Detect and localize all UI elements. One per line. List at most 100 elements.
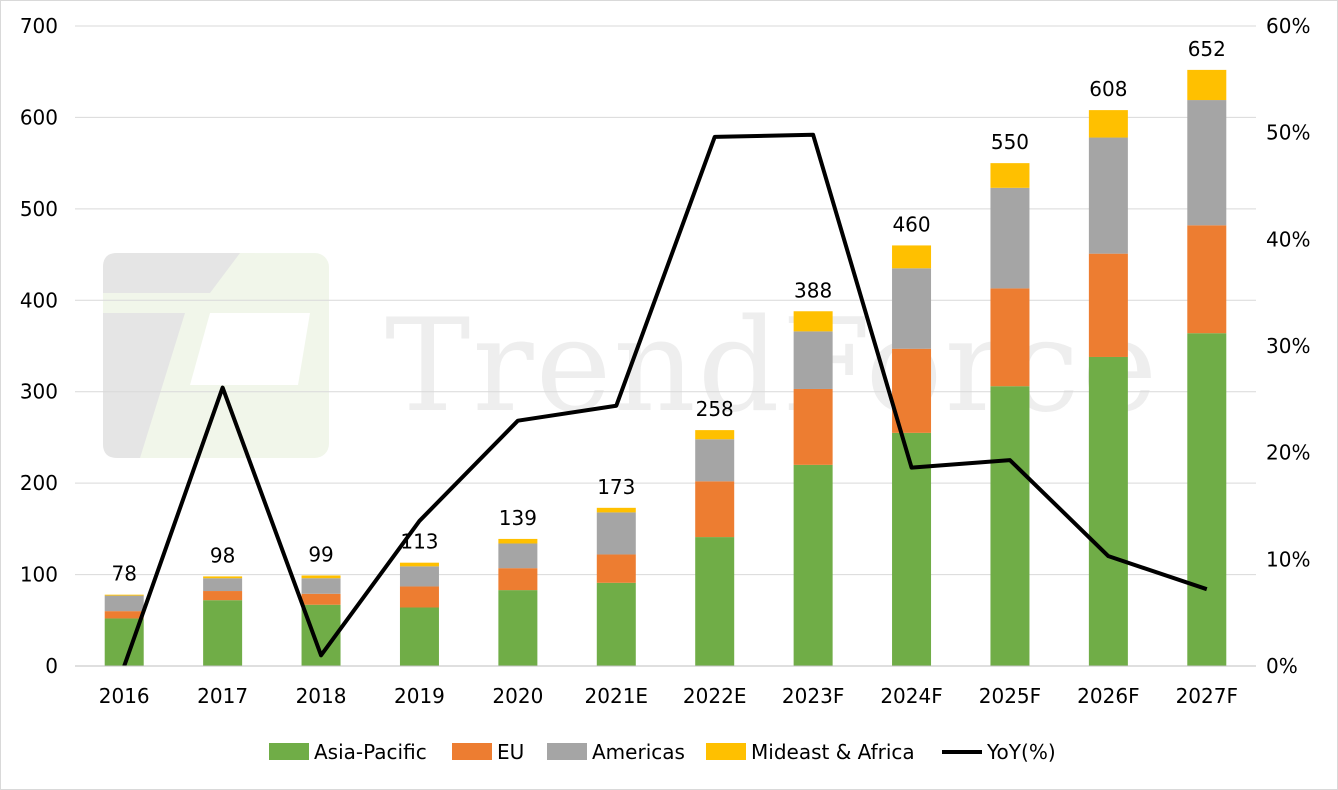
bar-segment: [1088, 110, 1128, 138]
total-label: 608: [1089, 77, 1127, 101]
y-tick-label: 700: [20, 14, 58, 38]
y-tick-label: 100: [20, 563, 58, 587]
bar-segment: [596, 507, 636, 513]
y2-tick-label: 40%: [1266, 227, 1310, 251]
watermark-logo-top-stripe: [103, 253, 240, 293]
bar-segment: [1088, 137, 1128, 254]
total-label: 258: [696, 397, 734, 421]
legend-label: YoY(%): [986, 740, 1056, 764]
x-tick-label: 2027F: [1176, 684, 1238, 708]
x-tick-label: 2026F: [1077, 684, 1139, 708]
bar-segment: [1187, 225, 1227, 334]
y-tick-label: 500: [20, 197, 58, 221]
watermark-logo-left-stripe: [103, 313, 185, 458]
bar-segment: [793, 331, 833, 389]
bar-segment: [990, 386, 1030, 666]
x-tick-label: 2019: [394, 684, 445, 708]
total-label: 139: [499, 506, 537, 530]
bars: [104, 69, 1227, 666]
total-label: 99: [308, 542, 333, 566]
bar-segment: [301, 575, 341, 579]
bar-segment: [793, 388, 833, 465]
total-label: 652: [1188, 37, 1226, 61]
bar-segment: [498, 543, 538, 569]
y-tick-label: 0: [45, 654, 58, 678]
x-tick-label: 2016: [99, 684, 150, 708]
bar-segment: [1187, 69, 1227, 101]
x-tick-label: 2017: [197, 684, 248, 708]
bar-segment: [892, 432, 932, 666]
bar-segment: [892, 245, 932, 269]
bar-segment: [1187, 100, 1227, 226]
bar-segment: [596, 554, 636, 583]
total-label: 460: [892, 212, 930, 236]
bar-segment: [1187, 333, 1227, 666]
legend-label: Asia-Pacific: [314, 740, 427, 764]
y-tick-label: 200: [20, 471, 58, 495]
x-tick-label: 2022E: [683, 684, 747, 708]
bar-segment: [498, 568, 538, 591]
x-axis: 2016 2017 2018 2019 2020 2021E 2022E 2023F 2024F…: [75, 665, 1256, 708]
bar-segment: [203, 591, 243, 601]
bar-segment: [301, 593, 341, 605]
bar-segment: [695, 481, 735, 538]
y2-tick-label: 60%: [1266, 14, 1310, 38]
y2-tick-label: 10%: [1266, 547, 1310, 571]
legend: Asia-Pacific EU Americas Mideast & Africa Yo…: [269, 740, 1056, 764]
total-label: 173: [597, 475, 635, 499]
bar-segment: [1088, 253, 1128, 357]
bar-segment: [695, 537, 735, 666]
x-tick-label: 2021E: [585, 684, 649, 708]
y-tick-label: 400: [20, 288, 58, 312]
legend-label: EU: [497, 740, 524, 764]
bar-segment: [596, 582, 636, 666]
y-tick-label: 600: [20, 105, 58, 129]
bar-segment: [596, 512, 636, 555]
bar-segment: [695, 430, 735, 440]
watermark-text: TrendForce: [385, 292, 1159, 441]
y-tick-label: 300: [20, 380, 58, 404]
bar-segment: [203, 578, 243, 592]
x-tick-label: 2018: [296, 684, 347, 708]
bar-segment: [990, 163, 1030, 188]
y-axis-left: 0 100 200 300 400 500 600 700: [20, 14, 58, 678]
y-axis-right: 0% 10% 20% 30% 40% 50% 60%: [1266, 14, 1310, 678]
bar-segment: [104, 595, 144, 612]
total-label: 78: [111, 562, 136, 586]
total-label: 113: [400, 530, 438, 554]
bar-segment: [203, 600, 243, 666]
y2-tick-label: 50%: [1266, 121, 1310, 145]
y2-tick-label: 30%: [1266, 334, 1310, 358]
total-label: 388: [794, 278, 832, 302]
bar-segment: [301, 578, 341, 594]
legend-label: Mideast & Africa: [751, 740, 915, 764]
bar-segment: [399, 562, 439, 567]
bar-segment: [399, 566, 439, 587]
legend-swatch: [269, 743, 309, 760]
bar-segment: [498, 590, 538, 666]
yoy-line-path: [122, 132, 1208, 667]
total-label: 98: [210, 543, 235, 567]
bar-segment: [695, 439, 735, 482]
bar-segment: [793, 464, 833, 666]
total-labels: 78 98 99 113 139 173 258 388 460 550 608 652: [111, 37, 1225, 586]
bar-segment: [793, 311, 833, 332]
x-tick-label: 2024F: [880, 684, 942, 708]
legend-swatch: [706, 743, 746, 760]
x-tick-label: 2025F: [979, 684, 1041, 708]
bar-segment: [399, 586, 439, 608]
bar-segment: [892, 268, 932, 349]
legend-swatch: [547, 743, 587, 760]
bar-segment: [990, 288, 1030, 387]
x-tick-label: 2020: [492, 684, 543, 708]
y2-tick-label: 0%: [1266, 654, 1298, 678]
x-tick-label: 2023F: [782, 684, 844, 708]
bar-segment: [498, 538, 538, 544]
bar-segment: [1088, 356, 1128, 666]
bar-segment: [990, 187, 1030, 289]
total-label: 550: [991, 130, 1029, 154]
bar-segment: [399, 607, 439, 666]
bar-segment: [104, 594, 144, 596]
